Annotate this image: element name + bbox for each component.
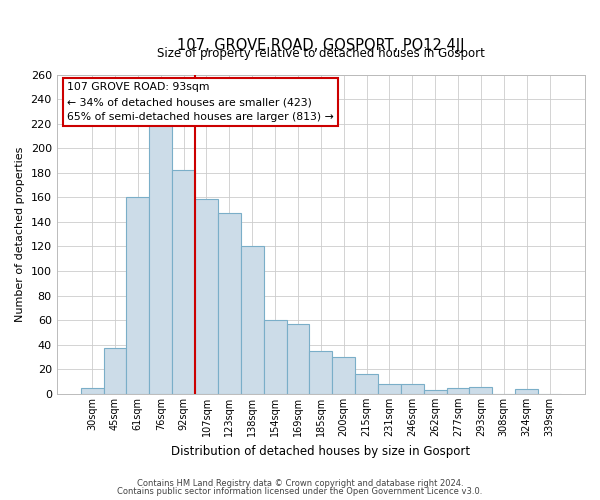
Bar — [469, 386, 493, 394]
Title: 107, GROVE ROAD, GOSPORT, PO12 4JJ: 107, GROVE ROAD, GOSPORT, PO12 4JJ — [177, 38, 464, 52]
Bar — [424, 390, 446, 394]
Bar — [401, 384, 424, 394]
Bar — [218, 214, 241, 394]
Text: 107 GROVE ROAD: 93sqm
← 34% of detached houses are smaller (423)
65% of semi-det: 107 GROVE ROAD: 93sqm ← 34% of detached … — [67, 82, 334, 122]
Text: Size of property relative to detached houses in Gosport: Size of property relative to detached ho… — [157, 47, 485, 60]
Bar — [263, 320, 287, 394]
Bar — [127, 198, 149, 394]
Text: Contains HM Land Registry data © Crown copyright and database right 2024.: Contains HM Land Registry data © Crown c… — [137, 478, 463, 488]
Bar — [310, 351, 332, 394]
Bar — [446, 388, 469, 394]
Bar — [332, 357, 355, 394]
Bar — [378, 384, 401, 394]
Bar — [241, 246, 263, 394]
Bar — [104, 348, 127, 394]
Bar — [195, 198, 218, 394]
Bar — [287, 324, 310, 394]
Bar — [149, 124, 172, 394]
Bar — [172, 170, 195, 394]
Bar — [355, 374, 378, 394]
Bar — [80, 388, 104, 394]
Text: Contains public sector information licensed under the Open Government Licence v3: Contains public sector information licen… — [118, 487, 482, 496]
X-axis label: Distribution of detached houses by size in Gosport: Distribution of detached houses by size … — [171, 444, 470, 458]
Y-axis label: Number of detached properties: Number of detached properties — [15, 146, 25, 322]
Bar — [515, 389, 538, 394]
